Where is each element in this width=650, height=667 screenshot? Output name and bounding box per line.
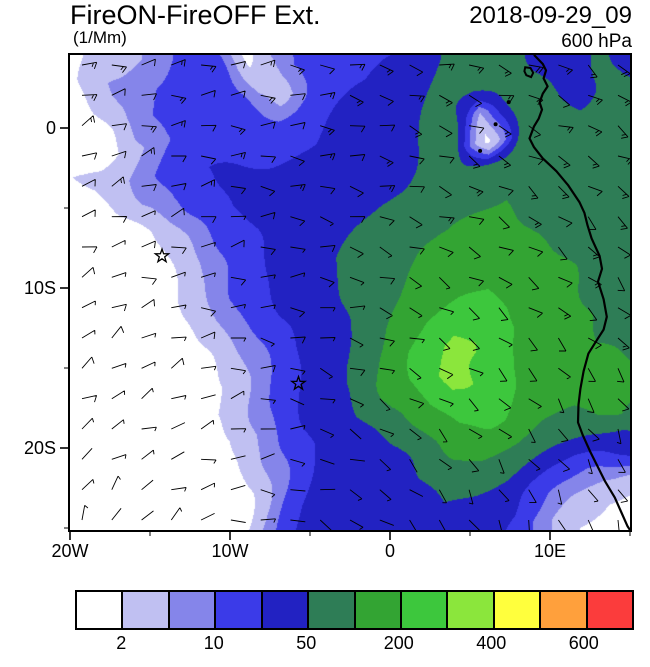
x-axis-label: 20W (51, 541, 89, 561)
y-axis-label: 10S (23, 278, 56, 298)
colorbar-cell (167, 592, 215, 628)
colorbar-cell (121, 592, 168, 628)
colorbar-cell (399, 592, 447, 628)
x-axis-label: 10E (533, 541, 567, 561)
bioko-island-outline (523, 66, 535, 79)
y-axis-label: 0 (45, 118, 56, 138)
colorbar-cell (214, 592, 261, 628)
plot-datetime: 2018-09-29_09 (469, 2, 632, 29)
colorbar-label: 50 (296, 633, 317, 653)
colorbar-cell (77, 592, 122, 628)
african-coastline (528, 55, 630, 530)
colorbar-label: 600 (568, 633, 599, 653)
plot-pressure-level: 600 hPa (561, 31, 632, 52)
colorbar-cell (307, 592, 354, 628)
plot-units-label: (1/Mm) (73, 28, 127, 47)
plot-border (68, 53, 632, 532)
colorbar-cell (492, 592, 540, 628)
colorbar-cell (446, 592, 493, 628)
contour-field (70, 55, 630, 530)
colorbar-cell (260, 592, 308, 628)
colorbar-cell (585, 592, 633, 628)
star-marker-2 (289, 374, 307, 391)
colorbar-cell (353, 592, 400, 628)
plot-title: FireON-FireOFF Ext. (70, 0, 321, 30)
island-dot (506, 100, 511, 105)
colorbar-label: 2 (116, 633, 127, 653)
wind-barbs (81, 58, 630, 530)
colorbar-label: 400 (476, 633, 507, 653)
x-axis-label: 10W (211, 541, 249, 561)
island-dot (478, 148, 483, 153)
x-axis-label: 0 (384, 541, 395, 561)
colorbar-cell (539, 592, 586, 628)
star-marker-1 (153, 246, 171, 264)
colorbar (75, 590, 634, 630)
colorbar-label: 200 (383, 633, 414, 653)
y-axis-label: 20S (23, 438, 56, 458)
colorbar-label: 10 (203, 633, 224, 653)
island-dot (493, 122, 498, 127)
